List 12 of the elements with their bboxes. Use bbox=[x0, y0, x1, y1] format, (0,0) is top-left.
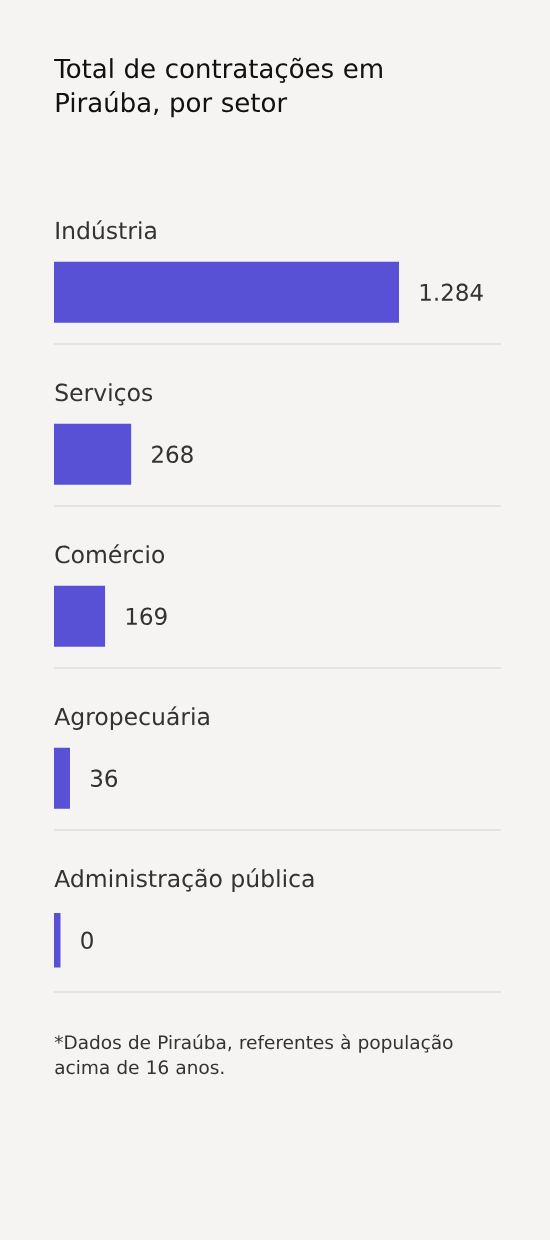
data-label: 1.284 bbox=[420, 283, 483, 301]
data-label: 268 bbox=[152, 445, 193, 463]
data-label: 36 bbox=[91, 769, 118, 787]
y-tick-label: Administração pública bbox=[54, 868, 314, 892]
data-label: 169 bbox=[126, 607, 167, 625]
data-label: 0 bbox=[81, 931, 93, 949]
y-tick-label: Comércio bbox=[55, 544, 165, 564]
y-tick-label: Indústria bbox=[56, 220, 156, 240]
chart-title: Total de contratações em Piraúba, por setor bbox=[54, 57, 382, 118]
y-tick-label: Agropecuária bbox=[54, 706, 209, 730]
y-tick-label: Serviços bbox=[55, 383, 153, 406]
text: *Dados de Piraúba, referentes à população acima de 16 anos. bbox=[54, 1034, 453, 1075]
